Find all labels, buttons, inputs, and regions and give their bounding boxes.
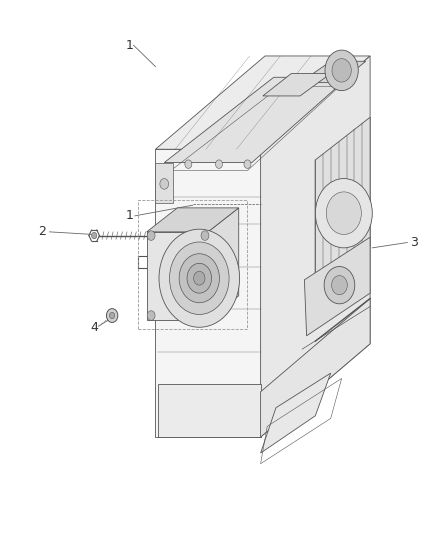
Circle shape — [201, 231, 209, 240]
Circle shape — [185, 160, 192, 168]
Text: 1: 1 — [125, 209, 133, 222]
Polygon shape — [261, 298, 370, 437]
Polygon shape — [261, 56, 370, 437]
Polygon shape — [155, 163, 173, 203]
Circle shape — [159, 229, 240, 327]
Circle shape — [179, 254, 219, 303]
Circle shape — [147, 231, 155, 240]
Polygon shape — [304, 237, 370, 336]
Text: 1: 1 — [125, 39, 133, 52]
Circle shape — [215, 160, 223, 168]
Text: 2: 2 — [38, 225, 46, 238]
Circle shape — [110, 312, 115, 319]
Polygon shape — [261, 373, 331, 453]
Circle shape — [92, 232, 97, 239]
Polygon shape — [158, 384, 261, 437]
Circle shape — [332, 59, 351, 82]
Circle shape — [194, 271, 205, 285]
Polygon shape — [164, 77, 348, 163]
Polygon shape — [155, 149, 261, 437]
Circle shape — [170, 242, 229, 314]
Circle shape — [187, 263, 212, 293]
Circle shape — [147, 311, 155, 320]
Polygon shape — [263, 74, 331, 96]
Circle shape — [160, 179, 169, 189]
Circle shape — [244, 160, 251, 168]
Polygon shape — [147, 232, 208, 320]
Circle shape — [315, 179, 372, 248]
Text: 4: 4 — [90, 321, 98, 334]
Circle shape — [106, 309, 118, 322]
Text: 3: 3 — [410, 236, 418, 249]
Circle shape — [324, 266, 355, 304]
Polygon shape — [315, 117, 370, 288]
Circle shape — [332, 276, 347, 295]
Polygon shape — [300, 61, 366, 83]
Circle shape — [325, 50, 358, 91]
Polygon shape — [155, 56, 370, 149]
Polygon shape — [208, 208, 239, 320]
Circle shape — [326, 192, 361, 235]
Polygon shape — [147, 208, 239, 232]
